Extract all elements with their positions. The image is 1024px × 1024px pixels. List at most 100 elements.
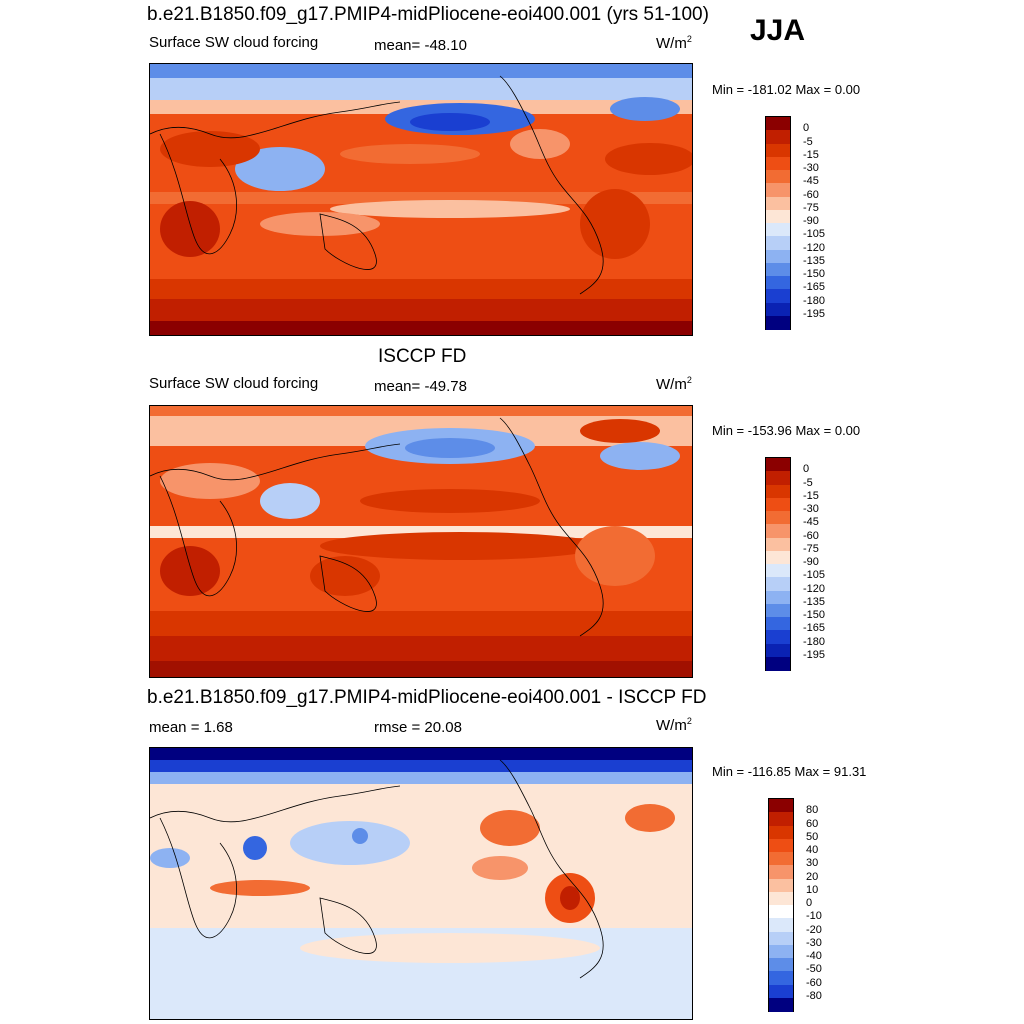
colorbar-swatch xyxy=(769,905,793,919)
colorbar-tick-label: -30 xyxy=(803,162,819,174)
panel-1-map-field xyxy=(150,64,692,335)
colorbar-swatch xyxy=(769,852,793,866)
colorbar-swatch xyxy=(766,130,790,144)
colorbar-swatch xyxy=(766,315,790,330)
panel-2-colorbar xyxy=(765,457,791,671)
colorbar-tick-label: -60 xyxy=(803,188,819,201)
panel-2-variable-label: Surface SW cloud forcing xyxy=(149,375,319,392)
panel-3-colorbar xyxy=(768,798,794,1012)
colorbar-swatch xyxy=(769,944,793,959)
colorbar-tick-label: -20 xyxy=(806,923,822,936)
colorbar-swatch xyxy=(769,997,793,1012)
panel-3-units: W/m2 xyxy=(656,716,692,734)
colorbar-swatch xyxy=(769,891,793,906)
colorbar-swatch xyxy=(766,524,790,538)
colorbar-swatch xyxy=(766,643,790,658)
colorbar-swatch xyxy=(766,656,790,671)
panel-1-variable-label: Surface SW cloud forcing xyxy=(149,34,319,51)
panel-2-map-field xyxy=(150,406,692,677)
colorbar-swatch xyxy=(769,878,793,893)
colorbar-tick-label: -150 xyxy=(803,609,826,621)
panel-2-minmax: Min = -153.96 Max = 0.00 xyxy=(712,423,861,438)
panel-2-title: ISCCP FD xyxy=(378,346,467,367)
colorbar-swatch xyxy=(766,617,790,631)
colorbar-tick-label: -150 xyxy=(803,268,826,280)
colorbar-tick-label: -165 xyxy=(803,622,826,635)
colorbar-tick-label: -30 xyxy=(803,503,819,515)
colorbar-tick-label: -5 xyxy=(803,135,813,148)
colorbar-tick-label: -60 xyxy=(803,529,819,542)
colorbar-swatch xyxy=(766,143,790,158)
colorbar-tick-label: 0 xyxy=(806,897,813,909)
colorbar-swatch xyxy=(766,156,790,171)
colorbar-swatch xyxy=(769,971,793,985)
colorbar-tick-label: -60 xyxy=(806,976,822,989)
panel-1-minmax: Min = -181.02 Max = 0.00 xyxy=(712,82,861,97)
colorbar-tick-label: -45 xyxy=(803,516,819,529)
colorbar-swatch xyxy=(766,262,790,277)
panel-1-title: b.e21.B1850.f09_g17.PMIP4-midPliocene-eo… xyxy=(147,4,709,25)
panel-3-title: b.e21.B1850.f09_g17.PMIP4-midPliocene-eo… xyxy=(147,687,707,708)
colorbar-swatch xyxy=(766,603,790,618)
colorbar-tick-label: -90 xyxy=(803,215,819,227)
colorbar-swatch xyxy=(769,984,793,999)
panel-3-mean-label: mean = 1.68 xyxy=(149,719,233,736)
colorbar-tick-label: -80 xyxy=(806,989,822,1002)
colorbar-tick-label: 60 xyxy=(806,817,819,830)
colorbar-tick-label: -45 xyxy=(803,175,819,188)
colorbar-tick-label: 0 xyxy=(803,463,810,476)
colorbar-tick-label: -15 xyxy=(803,489,819,502)
colorbar-swatch xyxy=(766,471,790,485)
colorbar-tick-label: -15 xyxy=(803,148,819,161)
colorbar-tick-label: -40 xyxy=(806,950,822,962)
colorbar-tick-label: -195 xyxy=(803,648,826,661)
colorbar-swatch xyxy=(769,838,793,853)
colorbar-tick-label: 80 xyxy=(806,804,819,817)
colorbar-swatch xyxy=(769,825,793,840)
panel-3-map xyxy=(149,747,693,1020)
panel-1-colorbar xyxy=(765,116,791,330)
panel-3-rmse-label: rmse = 20.08 xyxy=(374,719,462,736)
panel-1-mean-label: mean= -48.10 xyxy=(374,37,467,54)
colorbar-tick-label: -120 xyxy=(803,241,826,254)
panel-2-mean-label: mean= -49.78 xyxy=(374,378,467,395)
colorbar-swatch xyxy=(769,918,793,932)
colorbar-swatch xyxy=(766,249,790,264)
colorbar-swatch xyxy=(766,497,790,512)
season-label: JJA xyxy=(750,14,806,47)
colorbar-tick-label: -90 xyxy=(803,556,819,568)
colorbar-tick-label: 10 xyxy=(806,883,819,896)
colorbar-tick-label: 20 xyxy=(806,870,819,883)
colorbar-tick-label: -135 xyxy=(803,254,826,267)
colorbar-swatch xyxy=(766,196,790,211)
colorbar-swatch xyxy=(766,183,790,197)
colorbar-tick-label: -180 xyxy=(803,635,826,648)
colorbar-swatch xyxy=(766,209,790,224)
colorbar-tick-label: -180 xyxy=(803,294,826,307)
colorbar-tick-label: -195 xyxy=(803,307,826,320)
colorbar-tick-label: -30 xyxy=(806,936,822,949)
colorbar-swatch xyxy=(766,289,790,303)
panel-1-units: W/m2 xyxy=(656,34,692,52)
colorbar-swatch xyxy=(766,537,790,552)
colorbar-swatch xyxy=(766,170,790,184)
panel-3-map-field xyxy=(150,748,692,1019)
colorbar-swatch xyxy=(766,550,790,565)
colorbar-tick-label: -75 xyxy=(803,201,819,214)
colorbar-tick-label: 30 xyxy=(806,857,819,870)
colorbar-swatch xyxy=(766,564,790,578)
colorbar-swatch xyxy=(766,223,790,237)
colorbar-swatch xyxy=(769,958,793,972)
colorbar-tick-label: -120 xyxy=(803,582,826,595)
colorbar-tick-label: -10 xyxy=(806,910,822,923)
colorbar-swatch xyxy=(766,117,790,131)
panel-3-minmax: Min = -116.85 Max = 91.31 xyxy=(712,764,867,779)
colorbar-tick-label: 0 xyxy=(803,122,810,135)
colorbar-swatch xyxy=(766,630,790,644)
colorbar-swatch xyxy=(766,236,790,250)
colorbar-swatch xyxy=(766,577,790,591)
colorbar-swatch xyxy=(769,865,793,879)
colorbar-tick-label: -135 xyxy=(803,595,826,608)
colorbar-swatch xyxy=(769,799,793,813)
colorbar-tick-label: -165 xyxy=(803,281,826,294)
